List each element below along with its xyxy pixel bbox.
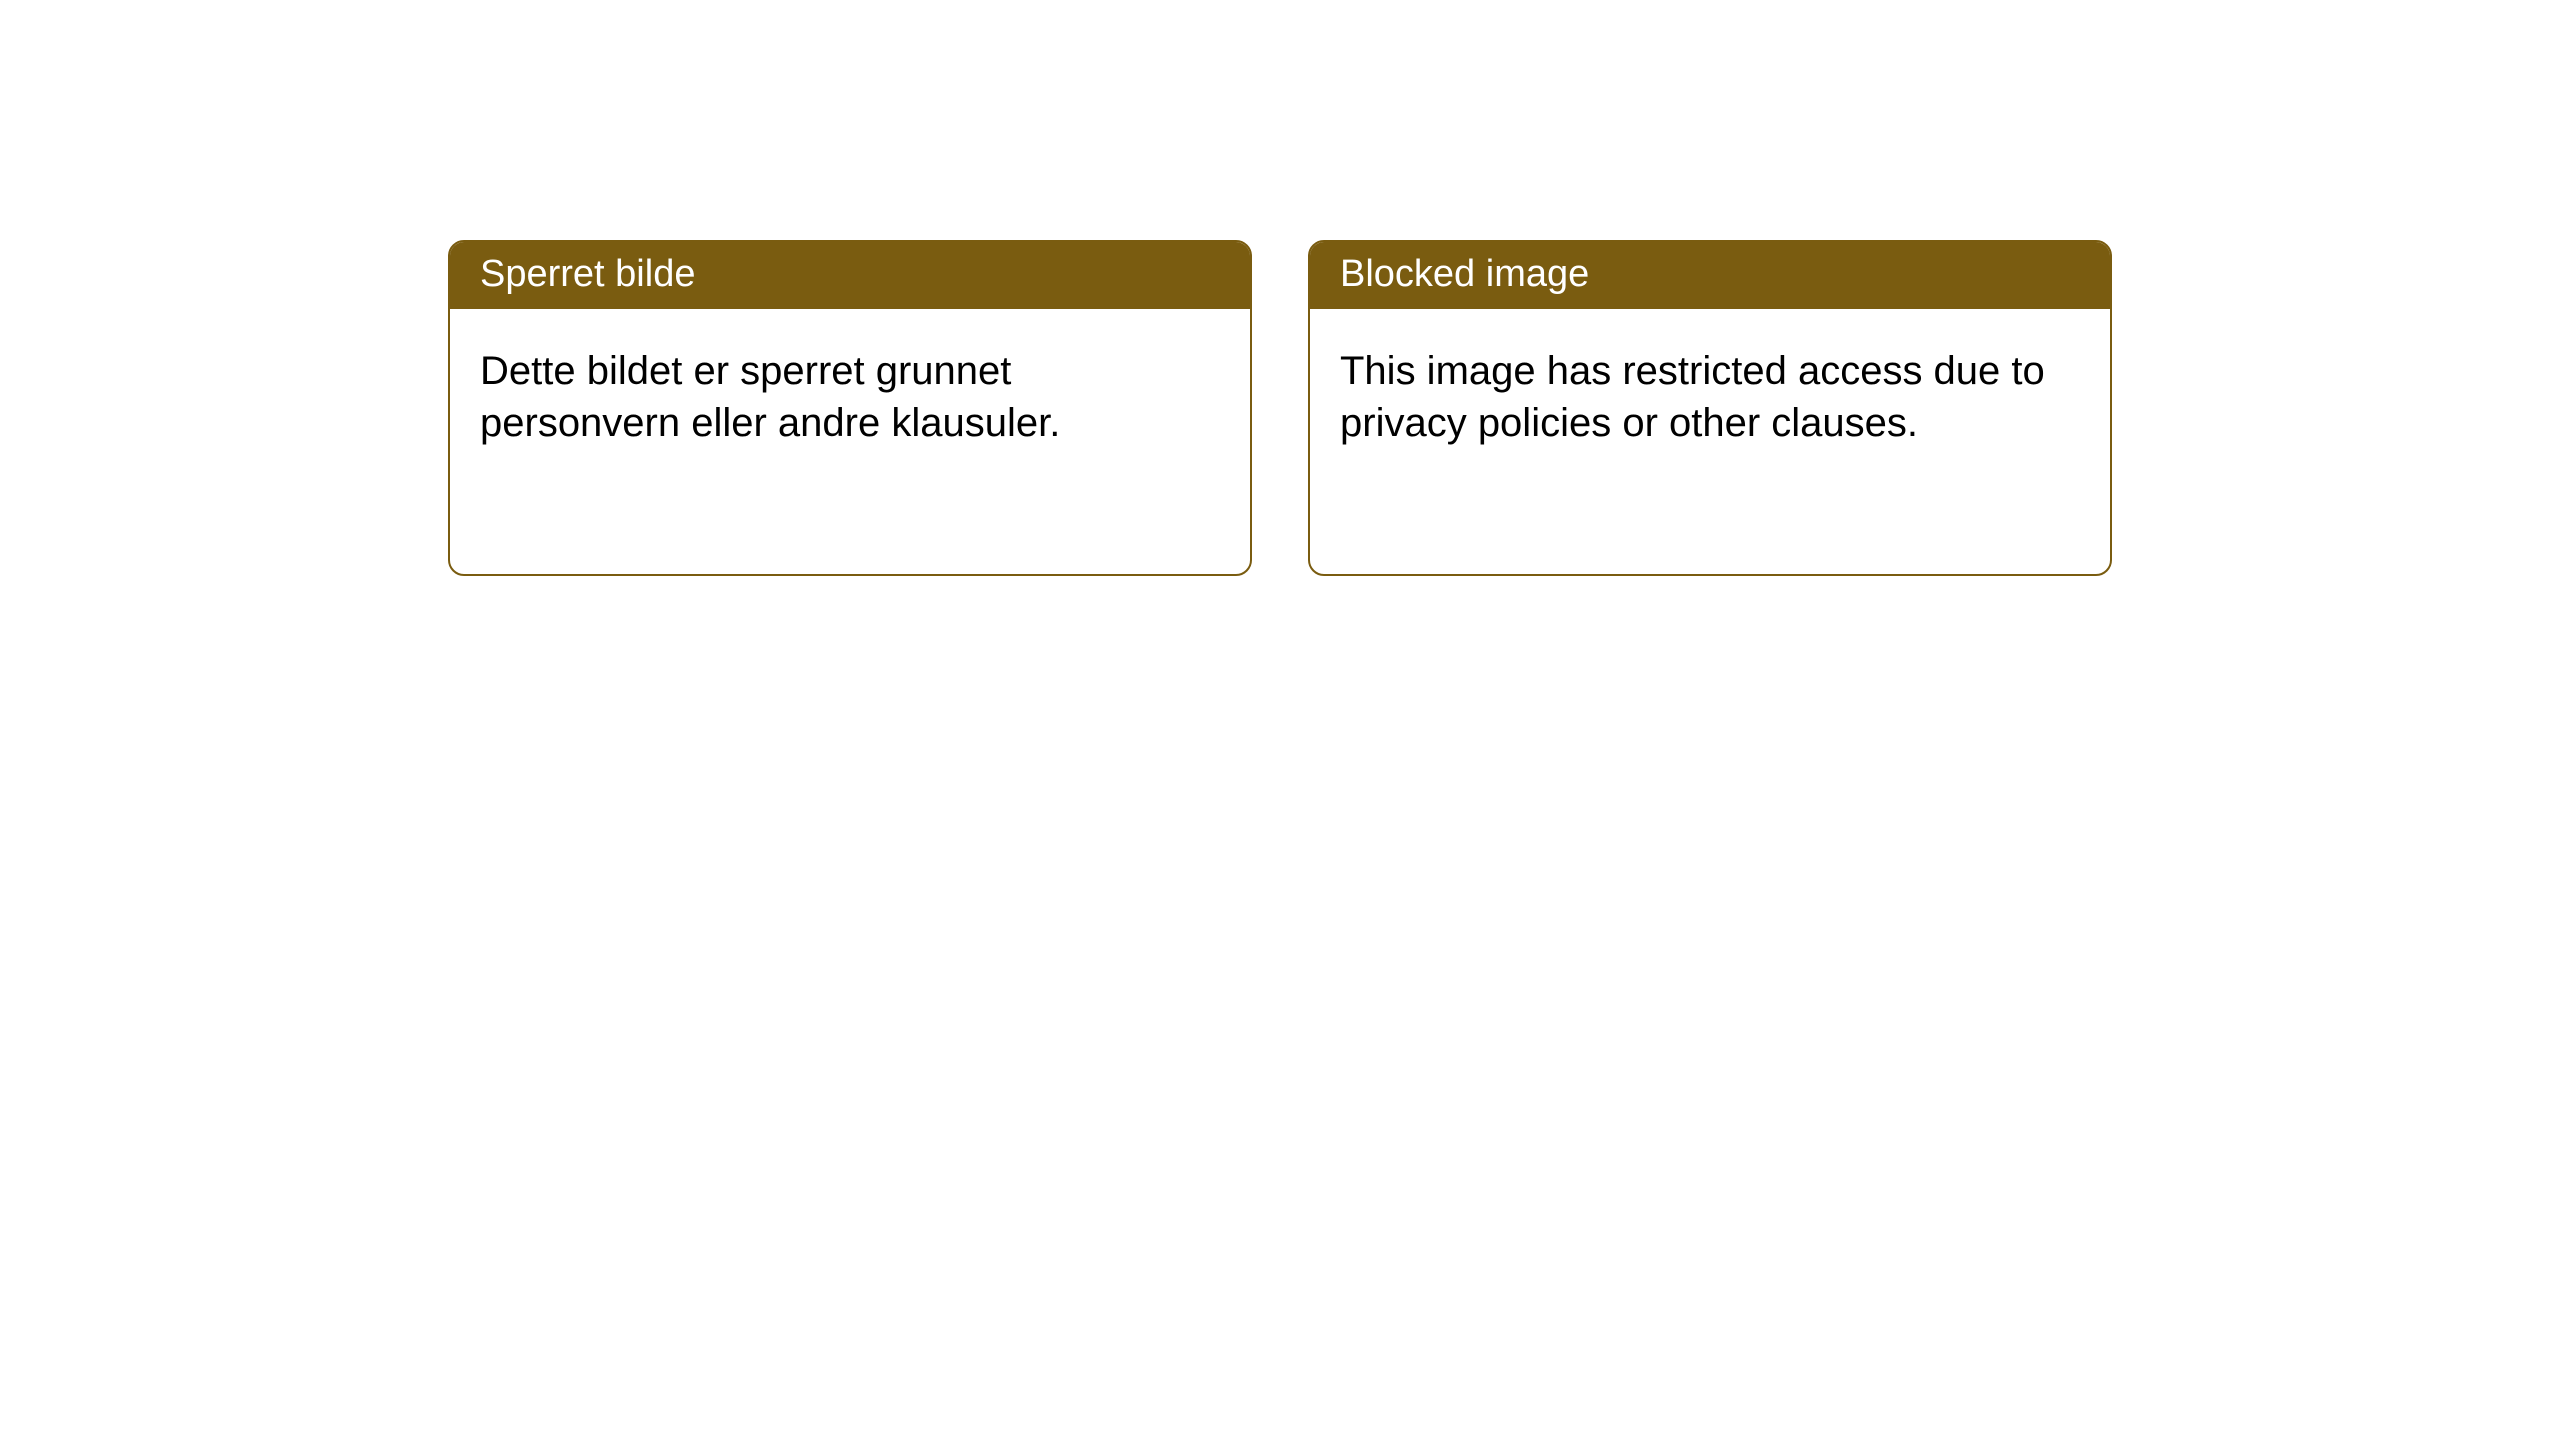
card-header: Sperret bilde [450, 242, 1250, 309]
card-title: Blocked image [1340, 253, 1589, 295]
card-body-text: This image has restricted access due to … [1340, 349, 2045, 445]
card-header: Blocked image [1310, 242, 2110, 309]
cards-container: Sperret bilde Dette bildet er sperret gr… [0, 0, 2560, 576]
card-body-text: Dette bildet er sperret grunnet personve… [480, 349, 1060, 445]
card-title: Sperret bilde [480, 253, 695, 295]
card-body: This image has restricted access due to … [1310, 309, 2110, 479]
notice-card-english: Blocked image This image has restricted … [1308, 240, 2112, 576]
card-body: Dette bildet er sperret grunnet personve… [450, 309, 1250, 479]
notice-card-norwegian: Sperret bilde Dette bildet er sperret gr… [448, 240, 1252, 576]
